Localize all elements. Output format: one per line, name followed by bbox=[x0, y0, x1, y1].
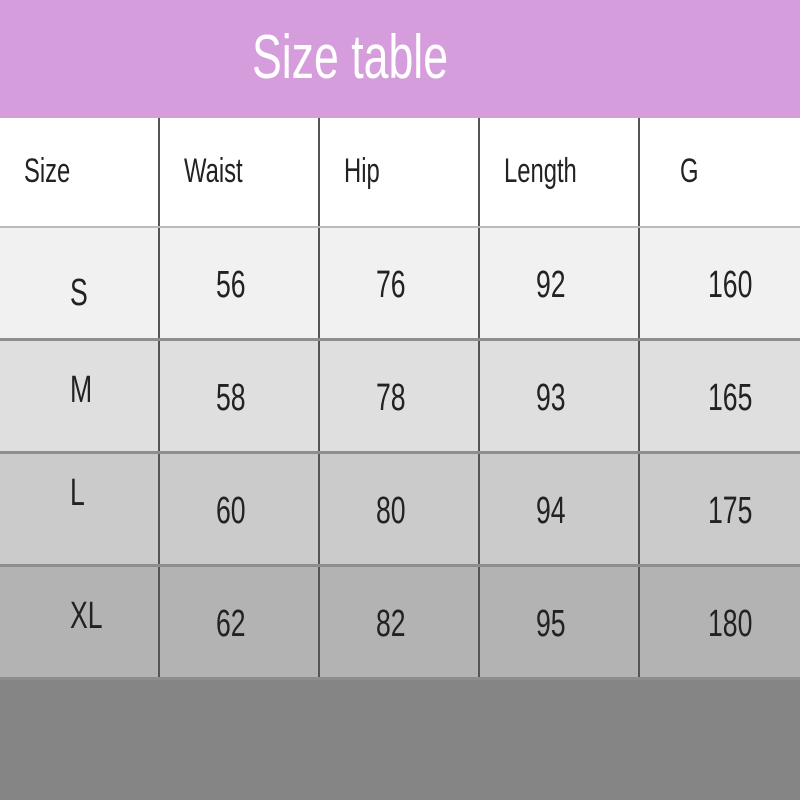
header-hip: Hip bbox=[344, 152, 380, 190]
size-label: L bbox=[70, 472, 85, 514]
table-cell: 80 bbox=[320, 454, 480, 564]
header-waist: Waist bbox=[184, 152, 243, 190]
measurement-value: 58 bbox=[216, 377, 246, 419]
header-cell: Waist bbox=[160, 118, 320, 226]
measurement-value: 56 bbox=[216, 264, 246, 306]
size-label: M bbox=[70, 369, 93, 411]
table-cell: 95 bbox=[480, 567, 640, 677]
table-cell: 78 bbox=[320, 341, 480, 451]
measurement-value: 93 bbox=[536, 377, 566, 419]
table-row: M 58 78 93 165 bbox=[0, 341, 800, 454]
measurement-value: 160 bbox=[708, 264, 753, 306]
header-size: Size bbox=[24, 152, 71, 190]
size-label: XL bbox=[70, 595, 103, 637]
page-title: Size table bbox=[251, 23, 449, 92]
measurement-value: 62 bbox=[216, 603, 246, 645]
measurement-value: 60 bbox=[216, 490, 246, 532]
header-cell: Size bbox=[0, 118, 160, 226]
table-row: L 60 80 94 175 bbox=[0, 454, 800, 567]
table-cell: 62 bbox=[160, 567, 320, 677]
measurement-value: 92 bbox=[536, 264, 566, 306]
table-cell: 160 bbox=[640, 228, 800, 338]
title-banner: Size table bbox=[0, 0, 800, 118]
measurement-value: 94 bbox=[536, 490, 566, 532]
table-header-row: Size Waist Hip Length G bbox=[0, 118, 800, 228]
table-row: XL 62 82 95 180 bbox=[0, 567, 800, 680]
header-cell: Length bbox=[480, 118, 640, 226]
header-cell: G bbox=[640, 118, 800, 226]
table-cell: M bbox=[0, 341, 160, 451]
measurement-value: 95 bbox=[536, 603, 566, 645]
size-label: S bbox=[70, 272, 88, 314]
table-cell: 93 bbox=[480, 341, 640, 451]
measurement-value: 80 bbox=[376, 490, 406, 532]
measurement-value: 82 bbox=[376, 603, 406, 645]
measurement-value: 180 bbox=[708, 603, 753, 645]
table-row: S 56 76 92 160 bbox=[0, 228, 800, 341]
table-cell: S bbox=[0, 228, 160, 338]
measurement-value: 78 bbox=[376, 377, 406, 419]
measurement-value: 175 bbox=[708, 490, 753, 532]
measurement-value: 76 bbox=[376, 264, 406, 306]
header-g: G bbox=[680, 152, 699, 190]
table-cell: L bbox=[0, 454, 160, 564]
table-cell: 92 bbox=[480, 228, 640, 338]
table-cell: 76 bbox=[320, 228, 480, 338]
header-cell: Hip bbox=[320, 118, 480, 226]
table-cell: 60 bbox=[160, 454, 320, 564]
table-cell: 56 bbox=[160, 228, 320, 338]
table-cell: 175 bbox=[640, 454, 800, 564]
table-cell: 82 bbox=[320, 567, 480, 677]
table-cell: 94 bbox=[480, 454, 640, 564]
table-cell: 58 bbox=[160, 341, 320, 451]
table-cell: 180 bbox=[640, 567, 800, 677]
size-table: Size Waist Hip Length G S 56 76 92 160 M 58 78 9… bbox=[0, 118, 800, 680]
table-cell: 165 bbox=[640, 341, 800, 451]
measurement-value: 165 bbox=[708, 377, 753, 419]
header-length: Length bbox=[504, 152, 577, 190]
table-cell: XL bbox=[0, 567, 160, 677]
